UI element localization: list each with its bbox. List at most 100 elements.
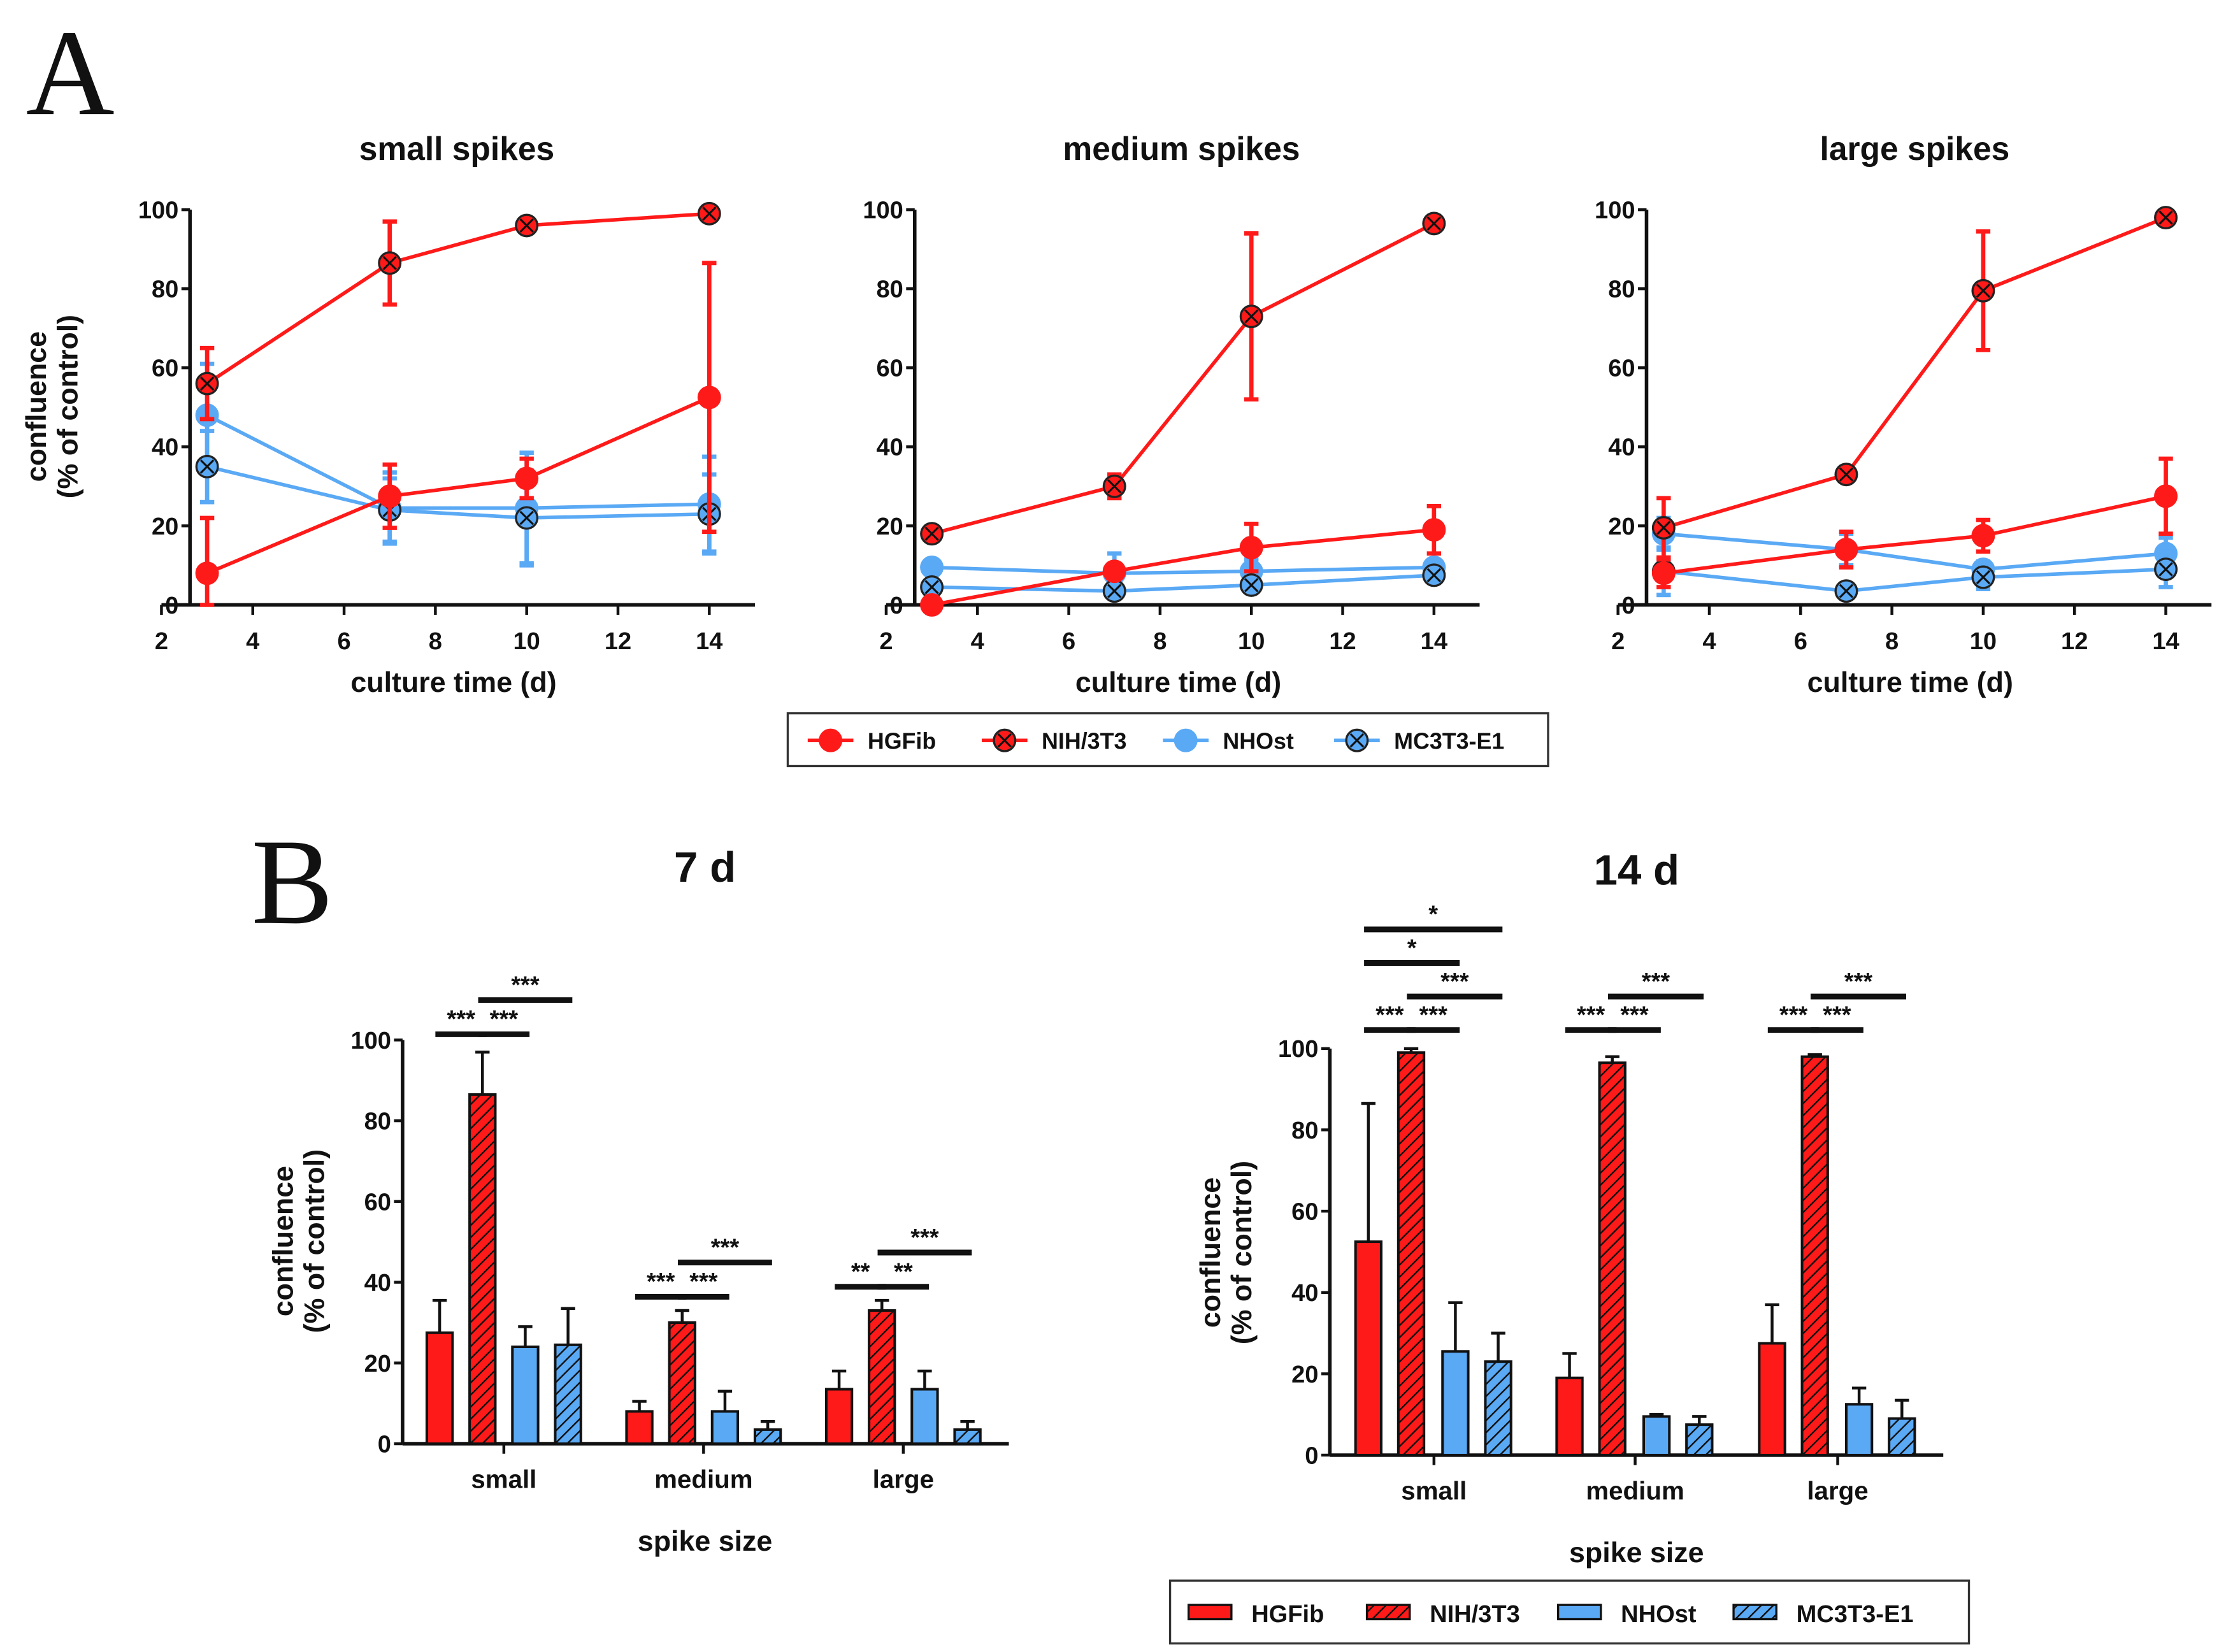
series-NIH/3T3	[920, 212, 1446, 546]
y-tick-label: 80	[152, 277, 178, 303]
y-tick-label: 80	[364, 1109, 391, 1135]
x-tick-label: 6	[337, 628, 350, 655]
category-label: small	[471, 1465, 536, 1493]
bar	[1800, 1055, 1829, 1457]
significance-bracket: ***	[478, 1006, 530, 1037]
y-axis-label: confluence (% of control)	[267, 1149, 330, 1333]
bar	[1844, 1403, 1874, 1457]
bar	[1484, 1360, 1512, 1457]
y-tick-label: 40	[877, 435, 903, 461]
y-tick-label: 60	[1291, 1199, 1318, 1226]
data-point	[1239, 536, 1263, 559]
significance-bracket: ***	[435, 1006, 487, 1037]
significance-label: ***	[1823, 1002, 1851, 1029]
y-tick-label: 100	[1595, 198, 1635, 224]
series-HGFib	[1651, 456, 2178, 589]
significance-bracket: ***	[1608, 1002, 1661, 1033]
legend-label: MC3T3-E1	[1394, 729, 1504, 754]
cross-mark	[2158, 210, 2173, 225]
data-point	[819, 728, 843, 752]
significance-label: **	[851, 1259, 870, 1286]
data-point	[920, 556, 944, 579]
significance-bracket: ***	[678, 1235, 772, 1266]
y-tick-label: 100	[1278, 1036, 1318, 1063]
bar-chart-14d: 14 d 0 20 40 60 80 100 small medium large spike si…	[1278, 846, 1944, 1569]
data-point	[1834, 538, 1858, 562]
chart-title: large spikes	[1820, 130, 2010, 167]
y-tick-label: 100	[350, 1028, 391, 1054]
legend-swatch	[1556, 1604, 1602, 1621]
x-tick-label: 14	[1421, 628, 1447, 655]
y-axis-label: confluence (% of control)	[1195, 1161, 1258, 1344]
x-tick-label: 6	[1062, 628, 1075, 655]
cross-mark	[924, 580, 939, 594]
cross-mark	[1426, 216, 1442, 231]
legend-item: NHOst	[1163, 729, 1294, 754]
y-tick-label: 100	[863, 198, 903, 224]
series-line	[1663, 531, 2166, 571]
x-tick-label: 12	[2061, 628, 2088, 655]
bar-series-NHOst	[511, 1325, 939, 1446]
significance-label: ***	[910, 1225, 939, 1251]
legend-item: HGFib	[1187, 1601, 1324, 1628]
x-tick-label: 2	[155, 628, 168, 655]
x-tick-label: 10	[513, 628, 540, 655]
y-axis-label-line: (% of control)	[1226, 1161, 1258, 1344]
legend-label: HGFib	[868, 729, 936, 754]
bar	[1642, 1415, 1671, 1457]
bar	[910, 1388, 939, 1446]
bar	[668, 1321, 696, 1446]
series-line	[1663, 567, 2166, 593]
legend-label: HGFib	[1251, 1601, 1324, 1628]
x-tick-label: 6	[1794, 628, 1807, 655]
y-axis-label-line: (% of control)	[52, 315, 83, 498]
cross-mark	[519, 510, 534, 526]
significance-bracket: ***	[478, 972, 573, 1003]
category-label: small	[1401, 1476, 1467, 1505]
y-tick-label: 80	[1291, 1117, 1318, 1144]
bar-series-HGFib	[1354, 1102, 1786, 1457]
cross-mark	[997, 733, 1012, 748]
data-point	[697, 385, 721, 410]
significance-label: ***	[1375, 1002, 1404, 1029]
data-point	[515, 466, 539, 491]
legend-box	[1168, 1579, 1971, 1645]
x-tick-label: 14	[2152, 628, 2179, 655]
bar	[824, 1388, 854, 1446]
cross-mark	[1244, 309, 1259, 324]
series-NHOst	[195, 361, 721, 566]
bar-chart-7d: 7 d 0 20 40 60 80 100 small medium large spike siz…	[350, 844, 1009, 1557]
legend-swatch	[1187, 1604, 1233, 1621]
significance-bracket: **	[835, 1259, 886, 1290]
significance-bracket: ***	[1565, 1002, 1617, 1033]
x-tick-label: 10	[1970, 628, 1997, 655]
significance-bracket: *	[1364, 935, 1460, 966]
bar	[1397, 1051, 1426, 1457]
significance-bracket: ***	[1767, 1002, 1820, 1033]
cross-mark	[519, 218, 534, 233]
significance-label: ***	[1440, 968, 1469, 995]
y-tick-label: 20	[877, 514, 903, 540]
y-tick-label: 0	[1621, 593, 1635, 619]
x-tick-label: 8	[1885, 628, 1899, 655]
x-tick-label: 14	[696, 628, 722, 655]
chart-title: 14 d	[1594, 846, 1679, 894]
data-point	[1651, 561, 1676, 585]
chart-title: 7 d	[674, 844, 736, 891]
series-line	[931, 528, 1435, 607]
data-point	[378, 484, 402, 508]
significance-bracket: **	[877, 1259, 930, 1290]
bar	[1685, 1423, 1714, 1457]
cross-mark	[1107, 584, 1122, 598]
y-axis-label-line: confluence	[1195, 1177, 1226, 1328]
significance-label: ***	[1642, 968, 1670, 995]
significance-label: **	[894, 1259, 913, 1286]
cross-mark	[1976, 284, 1991, 298]
y-tick-label: 60	[877, 356, 903, 382]
bar	[511, 1345, 540, 1446]
legend-item: NIH/3T3	[1365, 1601, 1520, 1628]
x-tick-label: 10	[1238, 628, 1265, 655]
legend-a: HGFib NIH/3T3 NHOst MC3T3-E1	[786, 712, 1549, 768]
bar-series-MC3T3-E1	[1484, 1332, 1916, 1457]
y-tick-label: 40	[1291, 1280, 1318, 1307]
